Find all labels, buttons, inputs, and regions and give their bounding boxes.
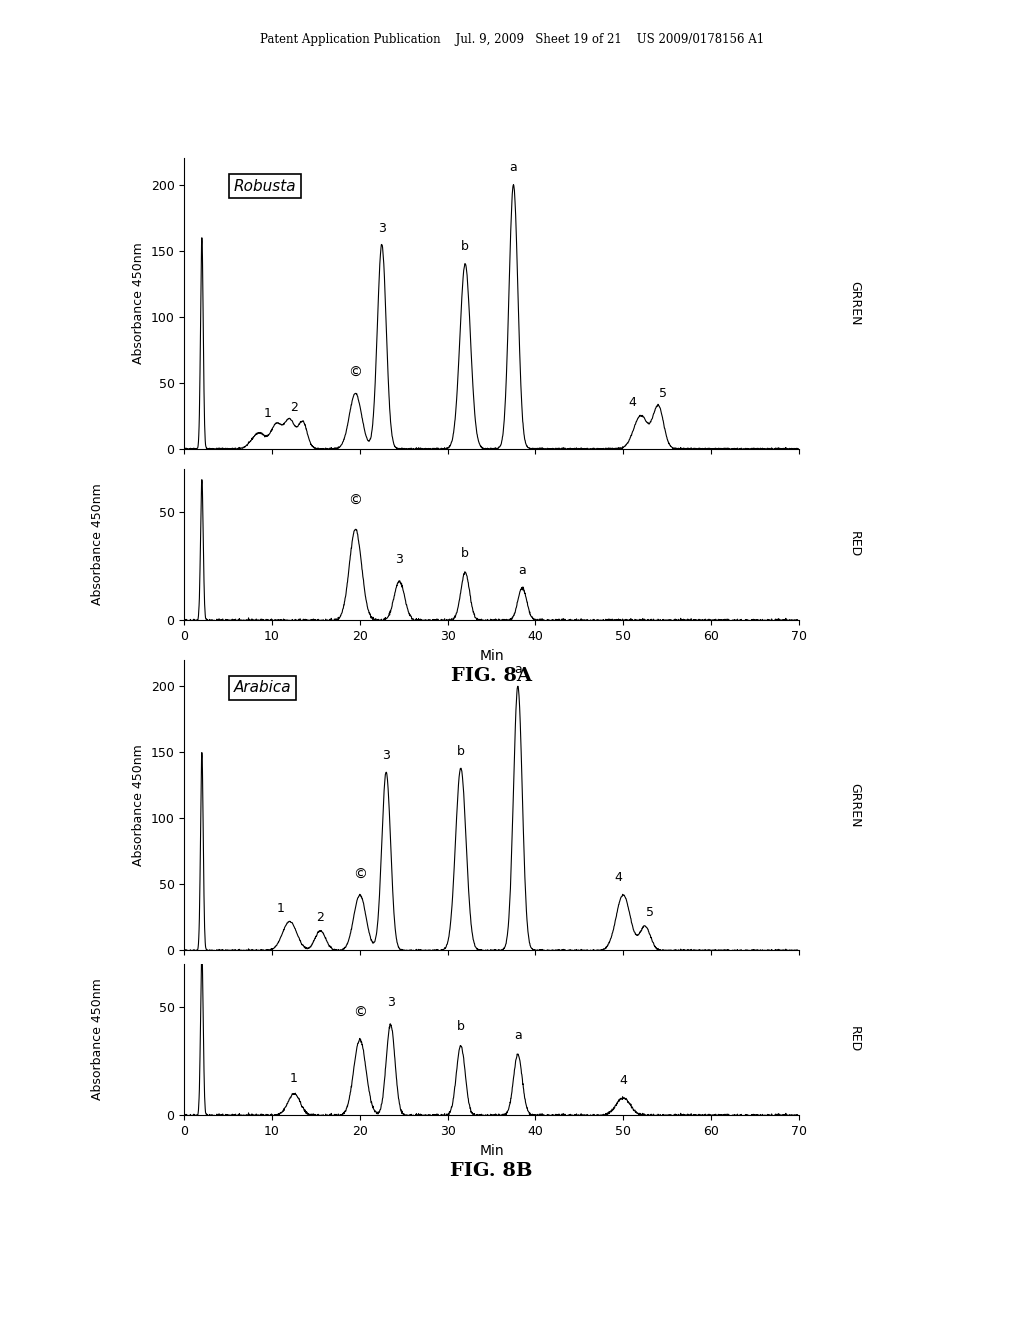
Text: 5: 5 bbox=[658, 387, 667, 400]
Text: 1: 1 bbox=[290, 1072, 298, 1085]
X-axis label: Min: Min bbox=[479, 1143, 504, 1158]
Text: a: a bbox=[514, 1028, 521, 1041]
Text: b: b bbox=[461, 546, 469, 560]
Text: ©: © bbox=[353, 1006, 367, 1020]
Y-axis label: Absorbance 450nm: Absorbance 450nm bbox=[132, 744, 145, 866]
Text: Arabica: Arabica bbox=[233, 680, 291, 696]
Text: a: a bbox=[518, 564, 526, 577]
Text: b: b bbox=[457, 744, 465, 758]
Text: ©: © bbox=[348, 494, 362, 508]
Text: ©: © bbox=[353, 867, 367, 882]
Text: Absorbance 450nm: Absorbance 450nm bbox=[91, 483, 104, 606]
Text: 2: 2 bbox=[290, 401, 298, 414]
X-axis label: Min: Min bbox=[479, 648, 504, 663]
Text: Patent Application Publication    Jul. 9, 2009   Sheet 19 of 21    US 2009/01781: Patent Application Publication Jul. 9, 2… bbox=[260, 33, 764, 46]
Text: GRREN: GRREN bbox=[848, 281, 861, 326]
Text: 2: 2 bbox=[316, 911, 325, 924]
Text: 4: 4 bbox=[620, 1074, 627, 1088]
Text: FIG. 8A: FIG. 8A bbox=[451, 667, 532, 685]
Text: b: b bbox=[461, 240, 469, 253]
Text: a: a bbox=[514, 663, 521, 676]
Text: ©: © bbox=[348, 366, 362, 380]
Text: 4: 4 bbox=[614, 871, 623, 884]
Text: a: a bbox=[510, 161, 517, 174]
Text: 3: 3 bbox=[378, 222, 386, 235]
Text: 1: 1 bbox=[276, 902, 285, 915]
Text: 4: 4 bbox=[628, 396, 636, 409]
Text: 3: 3 bbox=[395, 553, 403, 566]
Text: 5: 5 bbox=[645, 906, 653, 919]
Text: 1: 1 bbox=[264, 407, 271, 420]
Text: 3: 3 bbox=[387, 997, 394, 1008]
Text: RED: RED bbox=[848, 532, 861, 557]
Text: Robusta: Robusta bbox=[233, 178, 296, 194]
Text: FIG. 8B: FIG. 8B bbox=[451, 1162, 532, 1180]
Text: b: b bbox=[457, 1020, 465, 1034]
Y-axis label: Absorbance 450nm: Absorbance 450nm bbox=[132, 243, 145, 364]
Text: 3: 3 bbox=[382, 748, 390, 762]
Text: Absorbance 450nm: Absorbance 450nm bbox=[91, 978, 104, 1101]
Text: GRREN: GRREN bbox=[848, 783, 861, 828]
Text: RED: RED bbox=[848, 1027, 861, 1052]
